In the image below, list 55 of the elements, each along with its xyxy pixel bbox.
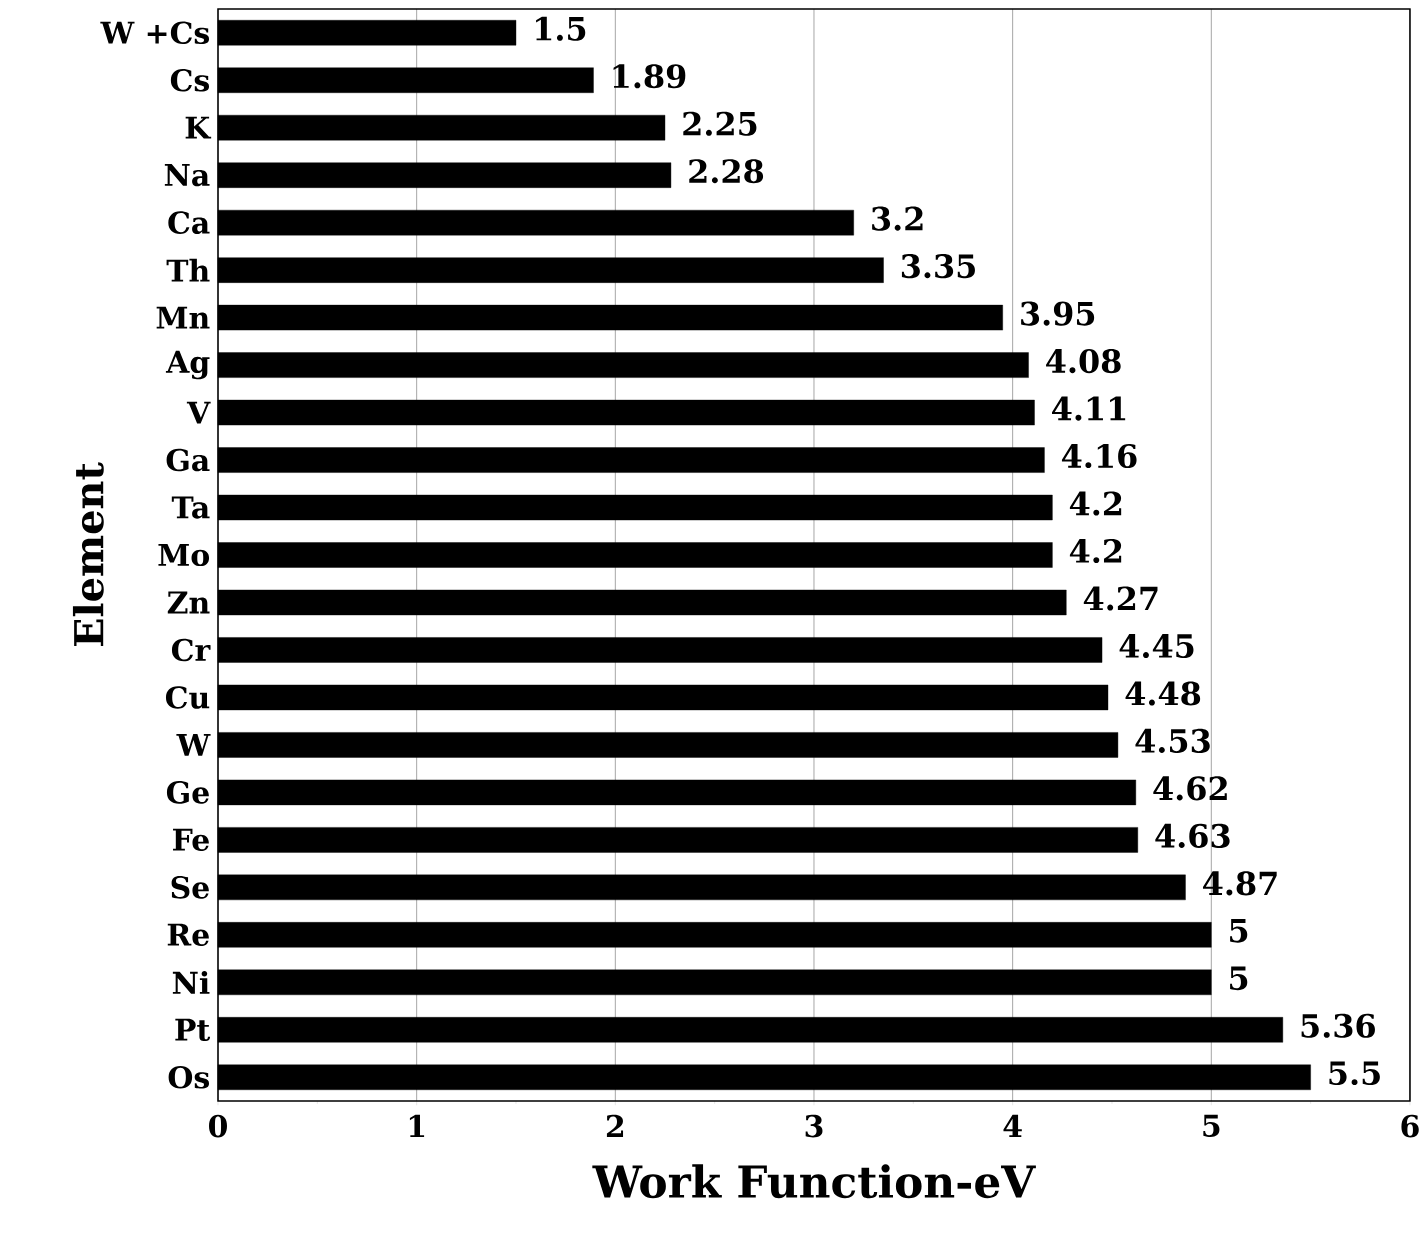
y-tick-label: Mo [158,543,210,567]
data-label: 4.16 [1061,444,1137,469]
x-tick-label: 5 [1203,1114,1220,1137]
x-tick-label: 3 [805,1114,823,1138]
x-tick-label: 6 [1401,1114,1419,1138]
data-label: 3.35 [901,254,975,279]
x-tick-label: 0 [209,1114,227,1138]
y-tick-label: Os [168,1065,210,1089]
data-label: 4.48 [1125,681,1201,706]
data-label: 4.08 [1046,349,1121,374]
x-axis-title: Work Function-eV [592,1164,1036,1199]
data-label: 5.5 [1329,1061,1380,1086]
y-tick-label: Ca [168,211,210,234]
data-label: 4.53 [1135,728,1210,753]
y-tick-label: Cs [170,68,210,92]
y-tick-label: Re [167,923,209,946]
y-tick-label: K [185,116,212,139]
y-tick-label: V [186,401,211,424]
data-label: 5 [1230,966,1248,991]
data-label: 4.45 [1119,633,1194,659]
x-tick-label: 4 [1003,1114,1022,1137]
data-label: 4.11 [1052,396,1126,421]
data-label: 4.87 [1202,871,1277,896]
y-tick-label: Th [166,258,210,282]
data-label: 3.2 [872,206,923,231]
x-tick-label: 1 [409,1114,425,1137]
data-label: 3.95 [1021,301,1095,326]
y-tick-label: Na [164,164,210,187]
y-tick-label: Ag [165,350,210,380]
data-label: 5.36 [1301,1013,1375,1038]
data-label: 4.2 [1069,538,1122,564]
y-tick-label: Pt [175,1018,211,1041]
data-label: 5 [1230,919,1248,943]
y-tick-label: Cr [171,638,211,662]
data-label: 2.25 [683,111,757,136]
y-tick-label: Zn [167,591,210,614]
y-tick-label: Ni [172,970,210,994]
y-tick-label: Se [171,876,209,899]
y-tick-label: Fe [173,828,209,851]
data-label: 4.62 [1153,776,1227,801]
x-tick-label: 2 [606,1114,624,1137]
y-tick-label: W +Cs [100,21,210,45]
y-tick-label: Ge [166,781,209,804]
y-axis-title: Element [72,462,104,647]
y-tick-label: Ta [171,496,210,519]
data-label: 4.63 [1155,823,1230,848]
data-label: 1.89 [613,64,686,89]
data-label: 2.28 [689,159,764,184]
y-tick-label: Cu [165,686,210,709]
data-label: 4.2 [1069,491,1122,516]
data-label: 4.27 [1083,586,1158,611]
y-tick-label: W [176,734,211,756]
y-tick-label: Mn [156,306,210,329]
data-label: 1.5 [536,16,586,41]
y-tick-label: Ga [166,448,210,472]
